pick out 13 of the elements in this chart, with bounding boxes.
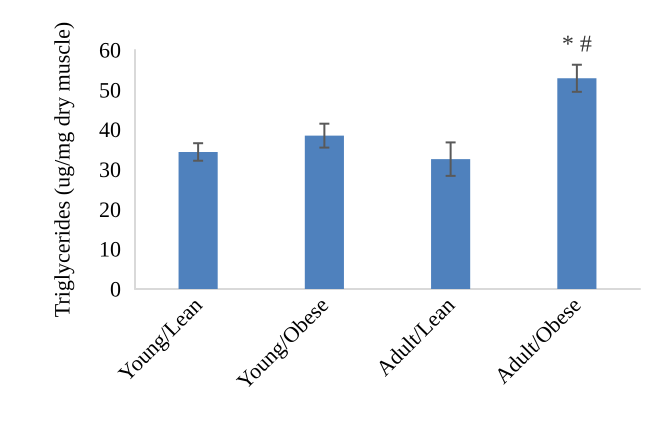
y-tick-label: 40 [99, 117, 121, 142]
bar [557, 78, 596, 289]
bar [304, 136, 344, 289]
y-tick-label: 50 [99, 77, 121, 102]
y-tick-label: 20 [99, 196, 121, 222]
y-tick-label: 10 [99, 236, 121, 262]
annotation: * # [562, 32, 592, 58]
y-axis-title: Triglycerides (ug/mg dry muscle) [50, 22, 74, 318]
y-tick-label: 30 [99, 157, 121, 182]
y-tick-label: 60 [99, 38, 121, 62]
bar [431, 159, 470, 289]
y-tick-label: 0 [110, 276, 121, 302]
bar [178, 152, 218, 289]
